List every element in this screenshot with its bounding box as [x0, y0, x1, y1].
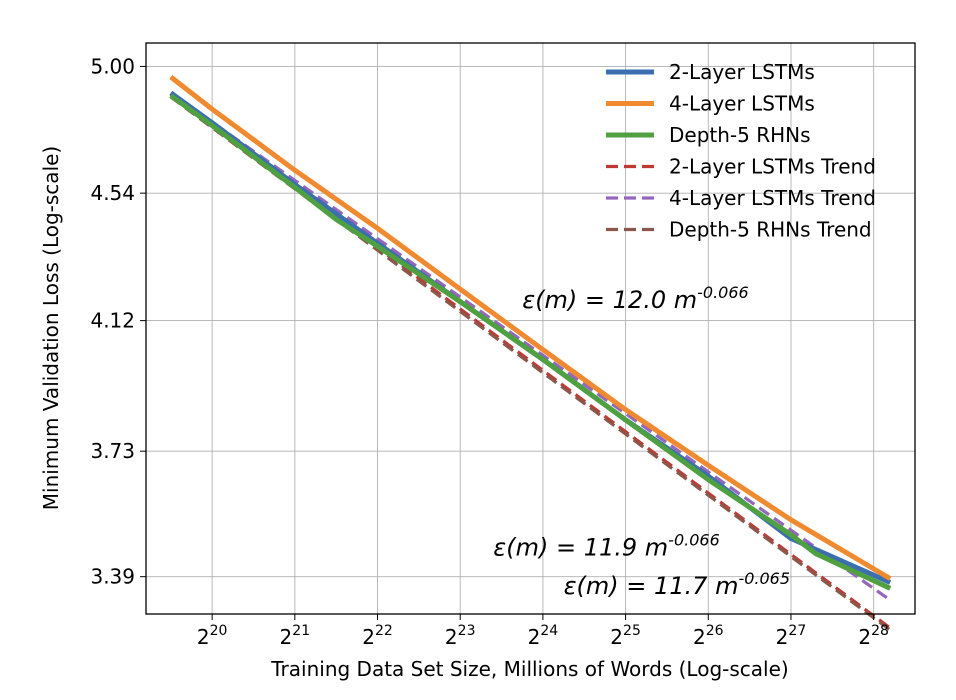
trend-equation-text: ε(m) = 11.7 m [564, 572, 739, 600]
x-tick-base: 2 [693, 625, 706, 649]
x-tick-power: 26 [706, 623, 724, 639]
series-line-4-layer-lstms [169, 74, 892, 581]
plot-frame [145, 42, 916, 615]
x-tick-base: 2 [362, 625, 375, 649]
x-tick-base: 2 [776, 625, 789, 649]
y-tick-label: 4.12 [90, 309, 135, 333]
y-tick-label: 4.54 [90, 181, 135, 205]
x-tick-label: 220 [197, 623, 228, 649]
y-axis-ticks: 5.00 4.54 4.12 3.73 3.39 [90, 54, 146, 589]
trend-equation: ε(m) = 11.7 m-0.065 [564, 569, 790, 600]
x-tick-base: 2 [197, 625, 210, 649]
series-line-depth-5-rhns [169, 93, 892, 591]
x-tick-base: 2 [280, 625, 293, 649]
trend-equation-text: ε(m) = 11.9 m [493, 534, 668, 562]
series-lines [169, 74, 892, 632]
x-tick-label: 223 [445, 623, 476, 649]
x-tick-label: 225 [610, 623, 641, 649]
legend-label: 4-Layer LSTMs Trend [669, 186, 876, 210]
x-tick-power: 25 [623, 623, 641, 639]
y-tick-label: 3.73 [90, 439, 135, 463]
x-tick-base: 2 [445, 625, 458, 649]
y-tick-label: 3.39 [90, 565, 135, 589]
trend-equation-text: ε(m) = 12.0 m [522, 286, 697, 314]
x-tick-power: 27 [788, 623, 806, 639]
grid-lines [146, 43, 915, 614]
x-axis-label: Training Data Set Size, Millions of Word… [270, 657, 788, 681]
x-tick-power: 21 [292, 623, 310, 639]
x-tick-base: 2 [610, 625, 623, 649]
x-tick-label: 227 [776, 623, 807, 649]
x-axis-ticks: 220 221 222 223 224 225 226 227 228 [197, 614, 889, 649]
trend-equation-exponent: -0.065 [738, 569, 790, 588]
x-tick-power: 28 [871, 623, 889, 639]
legend-label: Depth-5 RHNs [669, 123, 811, 147]
x-tick-label: 226 [693, 623, 724, 649]
x-tick-label: 221 [280, 623, 311, 649]
x-tick-label: 228 [858, 623, 889, 649]
x-tick-base: 2 [528, 625, 541, 649]
x-tick-power: 22 [375, 623, 393, 639]
x-tick-power: 24 [540, 623, 558, 639]
x-tick-label: 222 [362, 623, 393, 649]
x-tick-power: 20 [210, 623, 228, 639]
y-axis-label: Minimum Validation Loss (Log-scale) [39, 146, 63, 510]
legend-label: 2-Layer LSTMs Trend [669, 155, 876, 179]
x-tick-power: 23 [458, 623, 476, 639]
series-line-4-layer-lstms-trend [169, 91, 892, 602]
x-tick-base: 2 [858, 625, 871, 649]
trend-equation-exponent: -0.066 [668, 531, 720, 550]
trend-equation: ε(m) = 12.0 m-0.066 [522, 283, 748, 314]
x-tick-label: 224 [528, 623, 559, 649]
legend: 2-Layer LSTMs 4-Layer LSTMs Depth-5 RHNs 2-… [606, 60, 876, 242]
legend-label: 2-Layer LSTMs [669, 60, 815, 84]
legend-label: Depth-5 RHNs Trend [669, 218, 872, 242]
trend-equation: ε(m) = 11.9 m-0.066 [493, 531, 719, 562]
y-tick-label: 5.00 [90, 54, 135, 78]
trend-equation-exponent: -0.066 [697, 283, 749, 302]
legend-label: 4-Layer LSTMs [669, 92, 815, 116]
